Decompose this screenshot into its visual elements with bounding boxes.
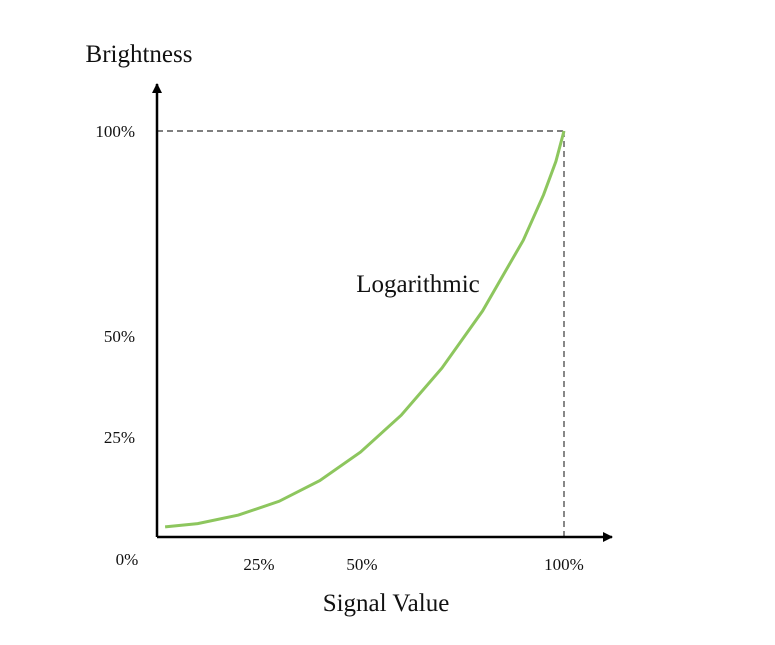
y-tick-label: 50%	[104, 327, 135, 346]
y-tick-labels: 25% 50% 100%	[95, 122, 135, 447]
x-tick-labels: 25% 50% 100%	[243, 555, 583, 574]
curve-annotation: Logarithmic	[356, 271, 480, 298]
x-tick-label: 100%	[544, 555, 584, 574]
x-tick-label: 25%	[243, 555, 274, 574]
x-tick-label: 50%	[346, 555, 377, 574]
annotations: Logarithmic	[356, 271, 480, 298]
series-curve	[164, 130, 566, 529]
y-tick-label: 100%	[95, 122, 135, 141]
y-tick-label: 25%	[104, 428, 135, 447]
y-axis-title: Brightness	[86, 41, 193, 68]
origin-label: 0%	[116, 550, 139, 569]
x-axis-title: Signal Value	[323, 590, 450, 617]
